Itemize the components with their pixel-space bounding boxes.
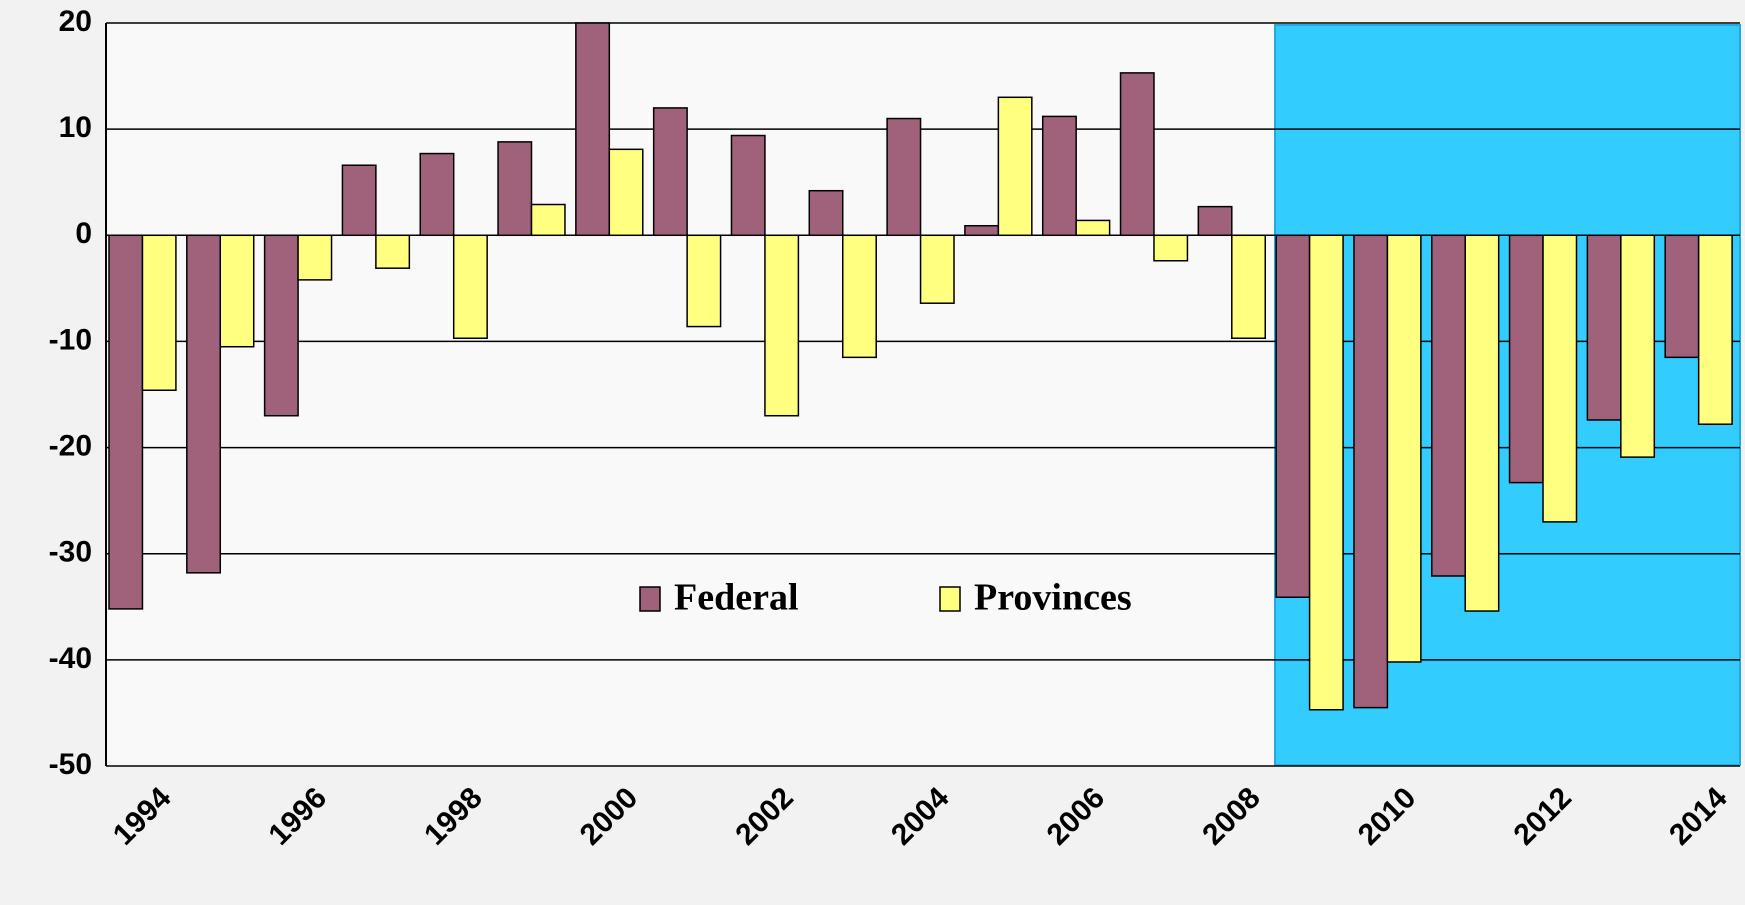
bar [764,234,800,417]
y-tick-label: 20 [59,5,92,38]
bar [530,203,566,237]
bar [686,234,722,328]
bar [964,224,1000,237]
bar [608,148,644,237]
bar [919,234,955,304]
bar [297,234,333,281]
bar [1386,234,1422,663]
bar [1075,219,1111,237]
bar [841,234,877,359]
bar [1431,234,1466,577]
bar [1542,234,1578,523]
bar [575,22,611,237]
y-tick-label: 10 [59,111,92,144]
bar [186,234,222,574]
x-tick-label: 2004 [885,781,956,852]
bar [1697,234,1733,425]
legend-swatch [939,586,961,612]
bar [1119,72,1155,237]
x-tick-label: 2014 [1663,781,1734,852]
y-tick-label: 0 [75,217,92,250]
x-tick-label: 1994 [107,781,178,852]
x-tick-label: 2000 [574,781,645,852]
bar [1508,234,1544,484]
y-tick-label: -20 [49,429,92,462]
x-tick-label: 1996 [263,781,334,852]
bar [808,189,844,237]
bar [375,234,411,269]
bar [1231,234,1266,339]
bar [1353,234,1389,709]
bar [1664,234,1700,359]
y-tick-label: -30 [49,536,92,569]
x-tick-label: 1998 [418,781,489,852]
x-tick-label: 2002 [729,781,800,852]
bar [141,234,177,392]
legend-swatch [639,586,661,612]
bar [497,141,533,237]
bar [1275,234,1311,598]
bar [341,164,377,237]
x-tick-label: 2010 [1352,781,1423,852]
bar [1153,234,1189,262]
bar [263,234,299,417]
y-tick-label: -40 [49,642,92,675]
x-tick-label: 2006 [1041,781,1112,852]
bar [452,234,488,339]
bar [1586,234,1622,421]
legend-label: Federal [674,577,799,619]
x-tick-label: 2012 [1507,781,1578,852]
bar [730,134,766,237]
bar [219,234,255,348]
forecast-highlight [1274,24,1741,766]
bar [886,117,922,237]
bar [108,234,144,610]
y-tick-label: -50 [49,748,92,781]
bar [997,96,1033,237]
legend-label: Provinces [974,577,1132,619]
x-tick-label: 2008 [1196,781,1267,852]
bar [1041,115,1077,237]
bar [1197,205,1233,237]
bar [1308,234,1344,711]
y-tick-label: -10 [49,323,92,356]
bar [419,152,455,237]
bar [652,107,688,237]
bar [1620,234,1656,458]
bar [1464,234,1500,612]
